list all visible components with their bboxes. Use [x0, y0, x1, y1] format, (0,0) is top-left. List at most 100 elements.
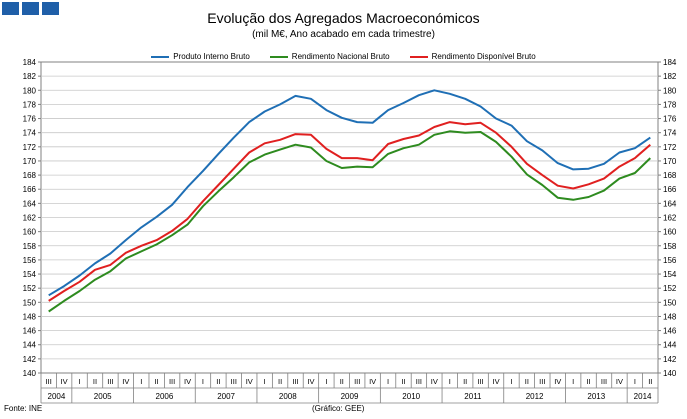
quarter-label: III — [46, 377, 52, 386]
series-line-rnb — [48, 130, 651, 313]
y-tick-label-left: 180 — [23, 86, 37, 95]
quarter-label: IV — [122, 377, 129, 386]
quarter-label: II — [401, 377, 405, 386]
quarter-label: III — [354, 377, 360, 386]
year-label: 2005 — [94, 392, 112, 401]
y-tick-label-left: 156 — [23, 256, 37, 265]
quarter-label: IV — [61, 377, 68, 386]
y-tick-label-right: 174 — [663, 129, 677, 138]
y-tick-label-left: 162 — [23, 214, 37, 223]
y-tick-label-left: 146 — [23, 327, 37, 336]
y-tick-label-right: 176 — [663, 115, 677, 124]
y-tick-label-right: 150 — [663, 298, 677, 307]
chart-legend: Produto Interno Bruto Rendimento Naciona… — [0, 52, 687, 61]
quarter-label: III — [169, 377, 175, 386]
quarter-label: I — [140, 377, 142, 386]
year-label: 2004 — [48, 392, 66, 401]
logo-block — [22, 2, 39, 15]
quarter-label: II — [93, 377, 97, 386]
y-tick-label-left: 160 — [23, 228, 37, 237]
year-label: 2012 — [526, 392, 544, 401]
y-tick-label-right: 178 — [663, 100, 677, 109]
year-label: 2014 — [634, 392, 652, 401]
y-tick-label-right: 168 — [663, 171, 677, 180]
quarter-label: I — [572, 377, 574, 386]
quarter-label: II — [648, 377, 652, 386]
quarter-label: I — [449, 377, 451, 386]
quarter-label: III — [107, 377, 113, 386]
ine-logo — [2, 2, 59, 15]
quarter-label: IV — [554, 377, 561, 386]
y-tick-label-right: 156 — [663, 256, 677, 265]
y-tick-label-left: 158 — [23, 242, 37, 251]
quarter-label: III — [477, 377, 483, 386]
year-label: 2010 — [402, 392, 420, 401]
logo-block — [42, 2, 59, 15]
quarter-label: II — [278, 377, 282, 386]
year-label: 2006 — [156, 392, 174, 401]
y-tick-label-right: 140 — [663, 369, 677, 378]
quarter-label: IV — [431, 377, 438, 386]
y-tick-label-right: 142 — [663, 355, 677, 364]
y-tick-label-left: 164 — [23, 199, 37, 208]
quarter-label: I — [387, 377, 389, 386]
chart-title: Evolução dos Agregados Macroeconómicos — [207, 10, 480, 26]
quarter-label: III — [416, 377, 422, 386]
y-tick-label-left: 150 — [23, 298, 37, 307]
y-tick-label-left: 170 — [23, 157, 37, 166]
quarter-label: IV — [246, 377, 253, 386]
y-tick-label-right: 154 — [663, 270, 677, 279]
legend-swatch-rdb — [409, 55, 428, 58]
y-tick-label-left: 154 — [23, 270, 37, 279]
legend-item-rdb: Rendimento Disponível Bruto — [409, 52, 536, 61]
y-tick-label-left: 148 — [23, 312, 37, 321]
y-tick-label-right: 172 — [663, 143, 677, 152]
quarter-label: I — [79, 377, 81, 386]
y-tick-label-left: 182 — [23, 72, 37, 81]
quarter-label: III — [601, 377, 607, 386]
chart-subtitle: (mil M€, Ano acabado em cada trimestre) — [252, 29, 435, 40]
quarter-label: IV — [184, 377, 191, 386]
legend-label-rnb: Rendimento Nacional Bruto — [291, 52, 390, 61]
y-tick-label-right: 184 — [663, 58, 677, 67]
y-tick-label-left: 140 — [23, 369, 37, 378]
quarter-label: IV — [492, 377, 499, 386]
quarter-label: I — [510, 377, 512, 386]
y-tick-label-right: 158 — [663, 242, 677, 251]
quarter-label: IV — [369, 377, 376, 386]
legend-label-rdb: Rendimento Disponível Bruto — [431, 52, 536, 61]
y-tick-label-left: 184 — [23, 58, 37, 67]
y-tick-label-left: 152 — [23, 284, 37, 293]
y-tick-label-left: 174 — [23, 129, 37, 138]
quarter-label: III — [539, 377, 545, 386]
quarter-label: IV — [307, 377, 314, 386]
y-tick-label-right: 182 — [663, 72, 677, 81]
quarter-label: II — [216, 377, 220, 386]
y-tick-label-right: 180 — [663, 86, 677, 95]
year-label: 2009 — [341, 392, 359, 401]
legend-item-rnb: Rendimento Nacional Bruto — [269, 52, 390, 61]
y-tick-label-right: 162 — [663, 214, 677, 223]
y-tick-label-right: 146 — [663, 327, 677, 336]
legend-swatch-rnb — [269, 55, 288, 58]
y-tick-label-right: 166 — [663, 185, 677, 194]
chart-credit: (Gráfico: GEE) — [312, 404, 365, 413]
y-tick-label-left: 166 — [23, 185, 37, 194]
y-tick-label-right: 160 — [663, 228, 677, 237]
y-tick-label-left: 176 — [23, 115, 37, 124]
quarter-label: II — [340, 377, 344, 386]
logo-block — [2, 2, 19, 15]
quarter-label: II — [525, 377, 529, 386]
y-tick-label-left: 168 — [23, 171, 37, 180]
quarter-label: III — [292, 377, 298, 386]
quarter-label: II — [155, 377, 159, 386]
year-label: 2007 — [217, 392, 235, 401]
quarter-label: I — [264, 377, 266, 386]
quarter-label: II — [463, 377, 467, 386]
quarter-label: II — [587, 377, 591, 386]
legend-swatch-pib — [151, 55, 170, 58]
series-line-rdb — [48, 121, 651, 302]
series-line-pib — [48, 89, 651, 297]
y-tick-label-left: 144 — [23, 341, 37, 350]
